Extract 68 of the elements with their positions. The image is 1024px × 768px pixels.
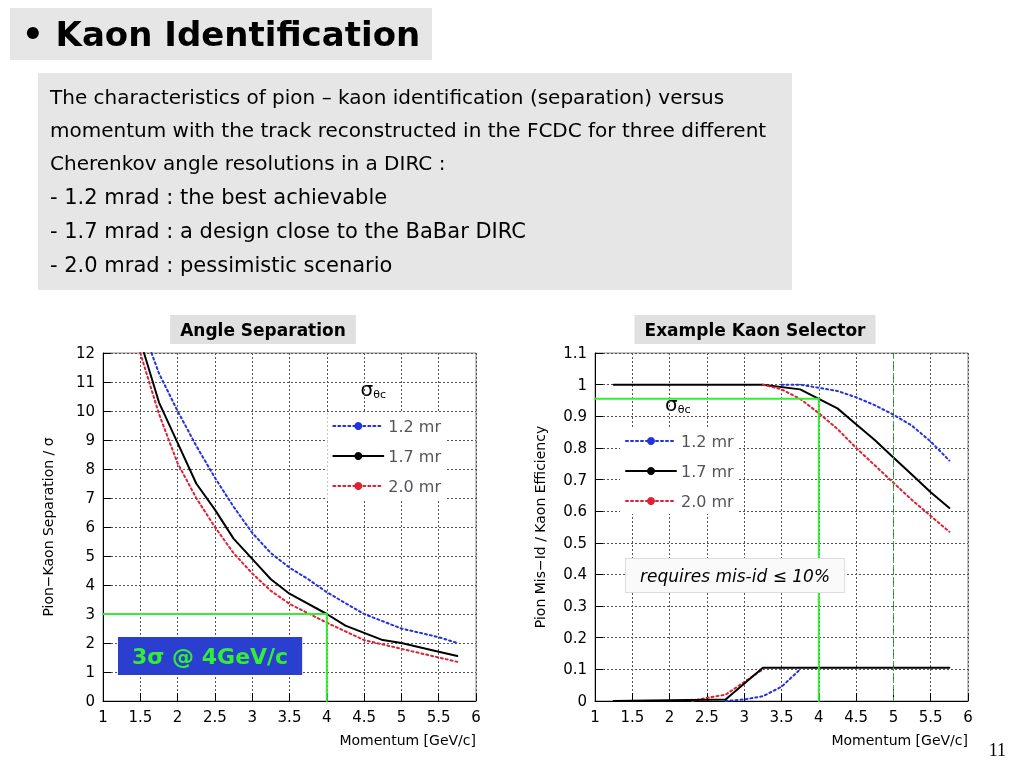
x-tick-label: 1.5 (128, 707, 153, 726)
x-tick-label: 4.5 (844, 707, 869, 726)
y-tick-label: 0.6 (563, 502, 587, 521)
y-tick-label: 12 (75, 344, 95, 362)
y-tick-label: 2 (85, 634, 95, 652)
legend-label: 1.7 mr (681, 461, 735, 481)
y-tick-label: 0.5 (563, 533, 587, 552)
y-tick-label: 3 (85, 605, 95, 623)
y-tick-label: 5 (85, 547, 95, 565)
legend-label: 1.2 mr (388, 416, 442, 436)
text: The characteristics of pion – kaon identification (separation) versus momentum with the track reconstructed in the FCDC for three different Cherenkov angle resolutions in a DIRC : (50, 84, 768, 177)
y-tick-label: 6 (85, 518, 95, 536)
x-tick-label: 4 (814, 707, 824, 726)
y-tick-label: 4 (85, 576, 95, 594)
legend-label: 1.2 mr (681, 431, 735, 451)
y-tick-label: 1 (85, 663, 95, 681)
x-tick-label: 3.5 (769, 707, 794, 726)
y-tick-label: 0.3 (563, 597, 587, 616)
y-tick-label: 0.9 (563, 407, 587, 426)
x-tick-label: 2.5 (694, 707, 719, 726)
y-tick-label: 8 (85, 460, 95, 478)
y-tick-label: 7 (85, 489, 95, 507)
y-axis-title: Pion Mis−Id / Kaon Efficiency (532, 425, 548, 629)
y-tick-label: 0.7 (563, 470, 587, 489)
x-tick-label: 6 (963, 707, 973, 726)
legend-label: 1.7 mr (388, 446, 442, 466)
x-tick-label: 4.5 (352, 707, 377, 726)
text: - 2.0 mrad : pessimistic scenario (50, 252, 394, 279)
x-tick-label: 2 (172, 707, 183, 726)
y-tick-label: 0.4 (563, 565, 587, 584)
text: - 1.7 mrad : a design close to the BaBar DIRC (50, 218, 528, 245)
x-tick-label: 1 (590, 707, 600, 726)
y-tick-label: 0 (577, 692, 587, 710)
y-tick-label: 11 (75, 373, 95, 391)
x-tick-label: 2.5 (202, 707, 227, 726)
annotation: 3σ @ 4GeV/c (132, 643, 289, 669)
x-tick-label: 1.5 (620, 707, 645, 726)
x-tick-label: 5 (888, 707, 899, 726)
y-tick-label: 0 (85, 692, 95, 710)
x-tick-label: 1 (98, 707, 108, 726)
x-tick-label: 3 (739, 707, 749, 726)
legend-label: 2.0 mr (681, 491, 735, 511)
text: • Kaon Identification (10, 8, 433, 60)
y-tick-label: 0.1 (563, 660, 587, 679)
y-tick-label: 1 (577, 375, 587, 394)
y-tick-label: 9 (85, 431, 95, 449)
annotation: requires mis-id ≤ 10% (640, 565, 831, 586)
chart-title: Example Kaon Selector (644, 319, 867, 340)
y-tick-label: 10 (75, 402, 95, 420)
y-tick-label: 1.1 (563, 344, 587, 362)
x-tick-label: 3 (247, 707, 257, 726)
y-axis-title: Pion−Kaon Separation / σ (40, 437, 56, 617)
x-axis-title: Momentum [GeV/c] (831, 732, 968, 748)
text: - 1.2 mrad : the best achievable (50, 184, 389, 211)
x-tick-label: 6 (471, 707, 481, 726)
x-tick-label: 5.5 (918, 707, 943, 726)
x-tick-label: 5.5 (426, 707, 451, 726)
text: 11 (988, 740, 1006, 761)
y-tick-label: 0.2 (563, 628, 587, 647)
x-tick-label: 3.5 (277, 707, 302, 726)
chart-title: Angle Separation (180, 319, 346, 340)
x-tick-label: 5 (396, 707, 407, 726)
legend-title: σθc (665, 392, 691, 416)
x-axis-title: Momentum [GeV/c] (339, 732, 476, 748)
x-tick-label: 4 (322, 707, 332, 726)
x-tick-label: 2 (664, 707, 675, 726)
legend-label: 2.0 mr (388, 476, 442, 496)
y-tick-label: 0.8 (563, 438, 587, 457)
